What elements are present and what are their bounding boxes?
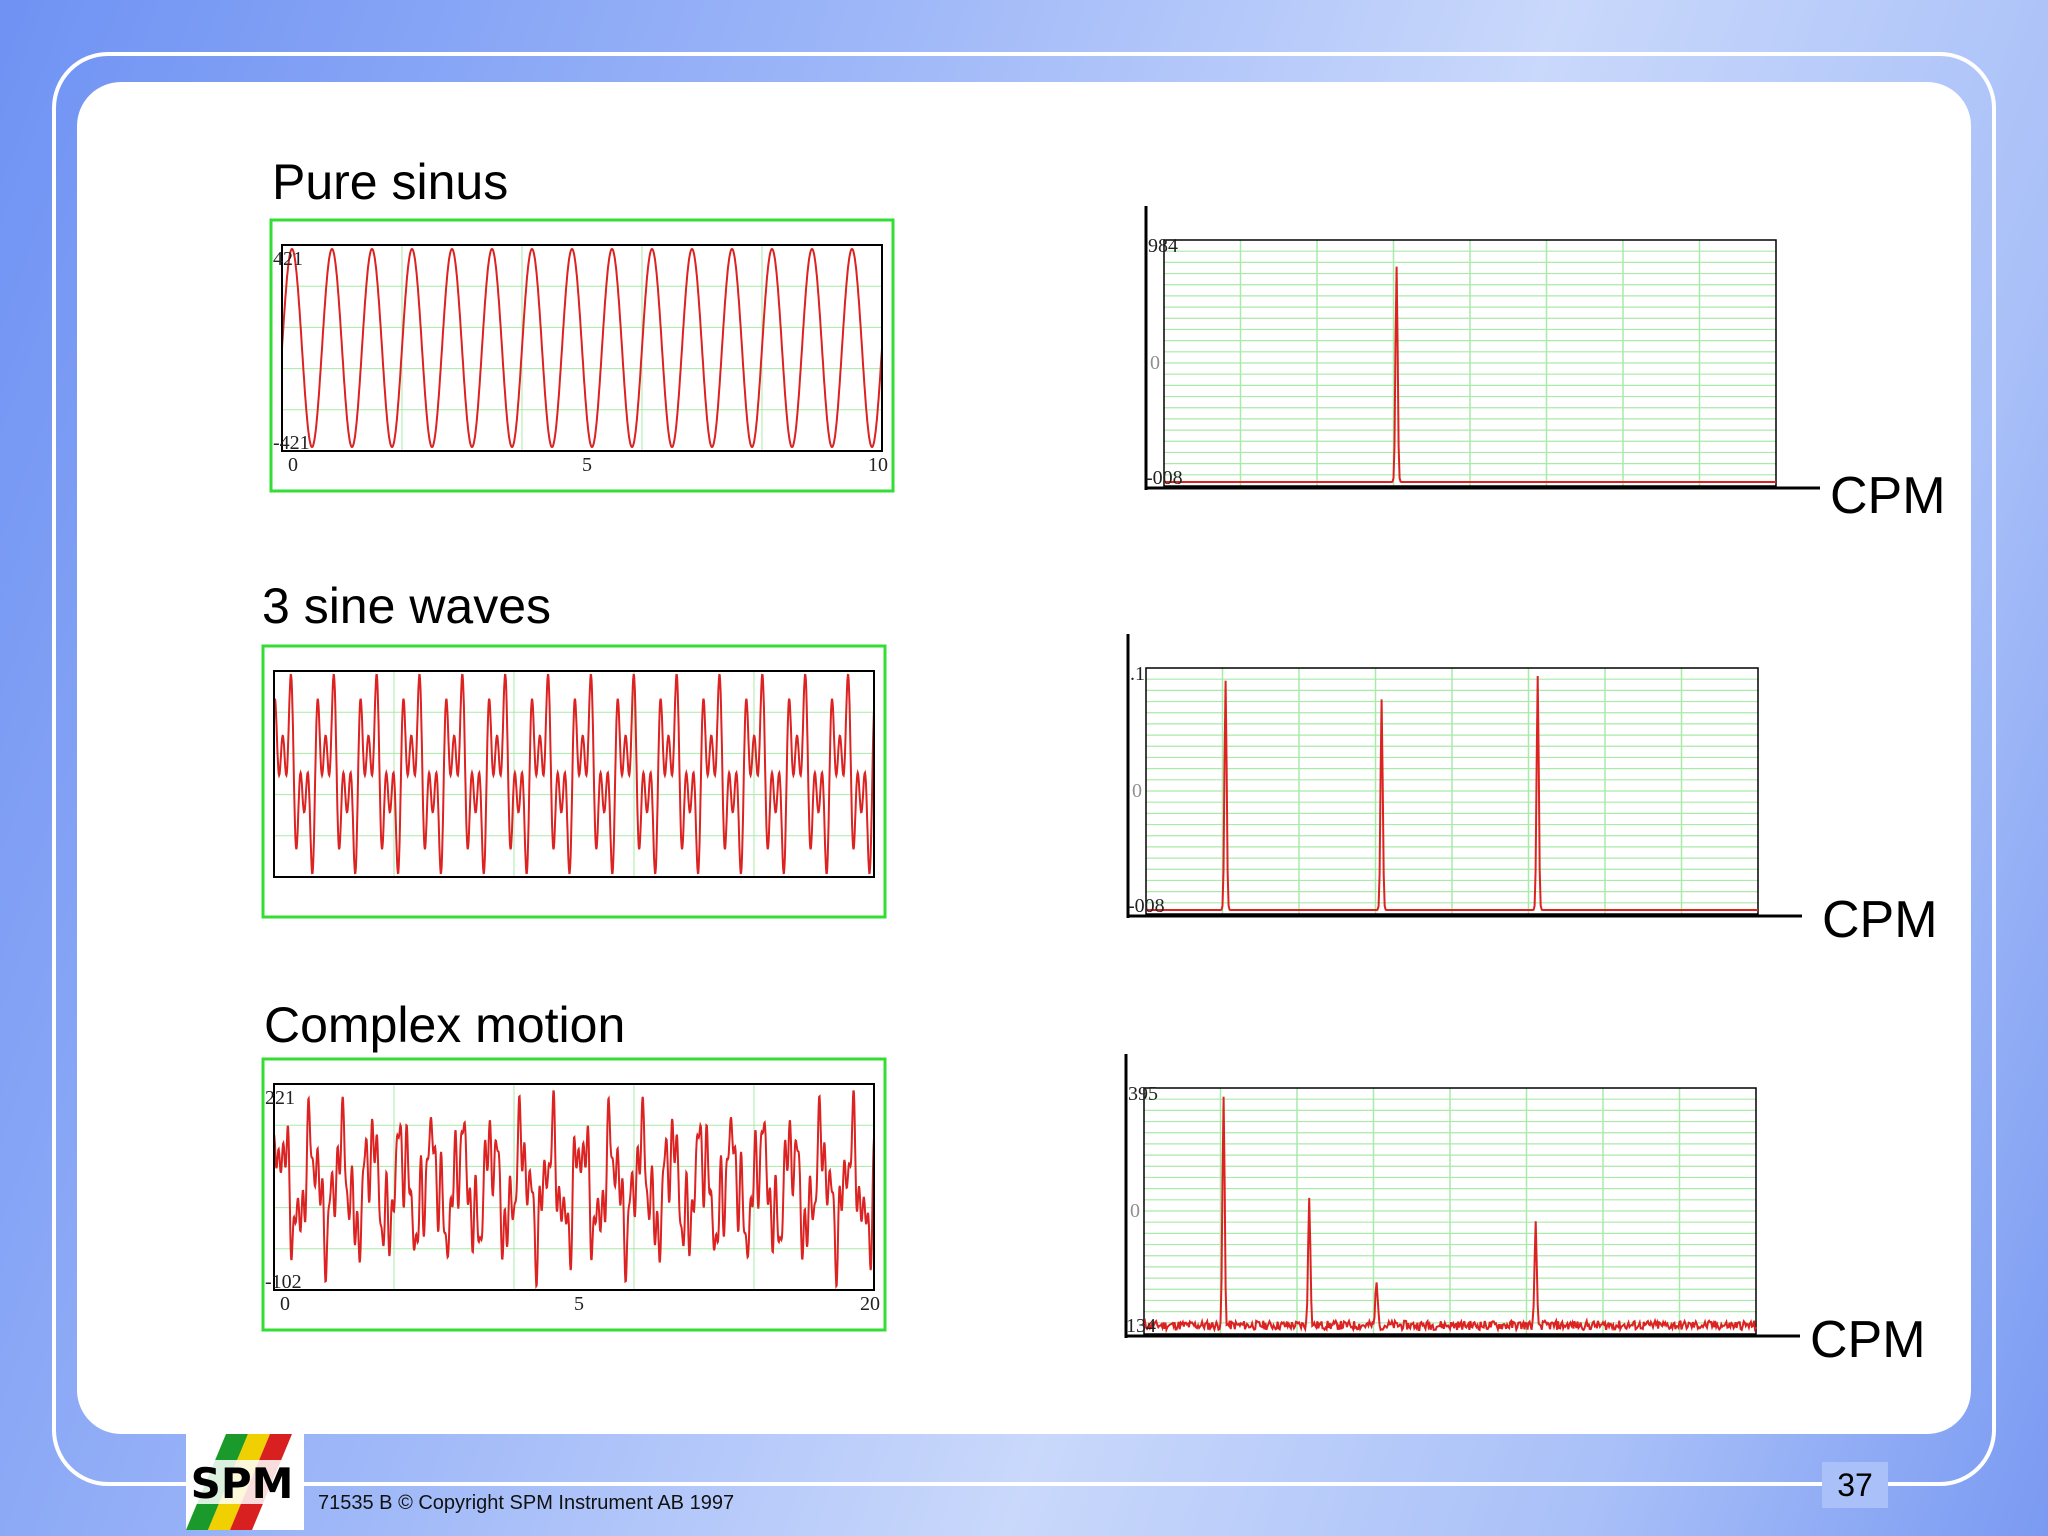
- y-tick-label: 395: [1128, 1083, 1158, 1105]
- x-tick-label: 5: [574, 1293, 584, 1315]
- plot-frame: [273, 670, 875, 878]
- spm-logo-text: SPM: [191, 1459, 294, 1508]
- y-tick-label: 134: [1126, 1315, 1156, 1337]
- highlight-box: [269, 218, 895, 493]
- y-tick-label: -102: [265, 1271, 302, 1293]
- y-tick-label: 0: [1150, 352, 1160, 374]
- footer-copyright: 71535 B © Copyright SPM Instrument AB 19…: [318, 1492, 735, 1514]
- y-tick-label: 0: [1132, 780, 1142, 802]
- plot-frame: [1163, 239, 1777, 487]
- title-3-sine-waves: 3 sine waves: [262, 578, 552, 634]
- plot-frame: [1143, 1087, 1757, 1335]
- x-tick-label: 0: [280, 1293, 290, 1315]
- x-tick-label: 10: [868, 454, 888, 476]
- spectrum-line: [1143, 1096, 1757, 1334]
- three-sine-spectrum: .1 0 -008: [1126, 634, 1802, 918]
- y-tick-label: -008: [1146, 467, 1183, 489]
- plot-frame: [273, 1083, 875, 1291]
- y-tick-label: 0: [1130, 1200, 1140, 1222]
- pure-sinus-spectrum: 984 0 -008: [1144, 206, 1820, 490]
- plot-frame: [1145, 667, 1759, 915]
- title-pure-sinus: Pure sinus: [272, 154, 509, 210]
- cpm-label-2: CPM: [1822, 891, 1938, 949]
- spectrum-line: [1164, 266, 1776, 483]
- page-number: 37: [1822, 1462, 1888, 1508]
- x-tick-label: 0: [288, 454, 298, 476]
- signal-line: [281, 247, 883, 449]
- x-tick-label: 20: [860, 1293, 880, 1315]
- y-tick-label: 421: [273, 248, 303, 270]
- y-tick-label: -421: [273, 432, 310, 454]
- cpm-label-3: CPM: [1810, 1311, 1926, 1369]
- spectrum-line: [1146, 675, 1758, 911]
- complex-motion-spectrum: 395 0 134: [1124, 1054, 1800, 1338]
- plot-frame: [281, 244, 883, 452]
- cpm-label-1: CPM: [1830, 467, 1946, 525]
- spm-logo: SPM: [186, 1434, 304, 1530]
- title-complex-motion: Complex motion: [264, 997, 626, 1053]
- highlight-box: [261, 1057, 887, 1332]
- y-tick-label: 221: [265, 1087, 295, 1109]
- signal-line: [273, 1090, 875, 1290]
- y-tick-label: .1: [1130, 663, 1145, 685]
- three-sine-waves-chart: [261, 644, 887, 919]
- x-tick-label: 5: [582, 454, 592, 476]
- slide-frame: [52, 52, 1996, 1486]
- highlight-box: [261, 644, 887, 919]
- y-tick-label: -008: [1128, 895, 1165, 917]
- y-tick-label: 984: [1148, 235, 1178, 257]
- signal-line: [273, 673, 875, 875]
